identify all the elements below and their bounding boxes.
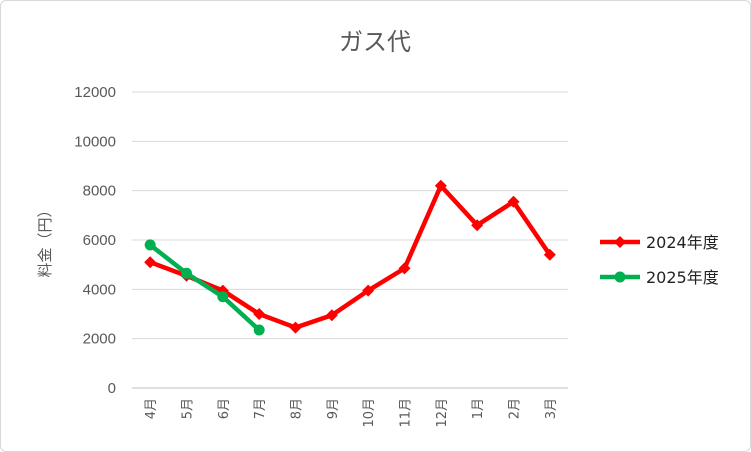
legend-item: 2024年度 [600, 233, 719, 252]
x-tick-label: 3月 [544, 398, 559, 419]
x-tick-label: 12月 [435, 398, 450, 428]
data-point [507, 195, 520, 208]
legend: 2024年度 2025年度 [600, 233, 719, 287]
x-tick-label: 8月 [290, 398, 305, 419]
x-tick-label: 2月 [508, 398, 523, 419]
x-tick-labels: 4月 5月 6月 7月 8月 9月 10月 11月 12月 1月 2月 3月 [144, 398, 559, 428]
data-point [543, 248, 556, 261]
y-tick-label: 8000 [83, 183, 116, 200]
data-point [144, 256, 157, 269]
y-tick-label: 6000 [83, 232, 116, 249]
data-point [471, 219, 484, 232]
x-tick-label: 11月 [399, 398, 414, 428]
y-tick-label: 10000 [74, 133, 116, 150]
data-point [181, 267, 192, 279]
gridlines [132, 91, 568, 389]
data-point [398, 262, 411, 275]
data-point [253, 308, 266, 320]
x-tick-label: 4月 [144, 398, 159, 419]
legend-item: 2025年度 [600, 268, 719, 287]
data-point [325, 309, 338, 322]
data-point [217, 291, 229, 303]
legend-swatch-marker [614, 236, 626, 248]
series-line [148, 243, 261, 332]
legend-label: 2024年度 [646, 233, 719, 252]
series-2 [144, 239, 265, 336]
y-axis-label: 料金（円） [36, 202, 54, 277]
data-point [434, 179, 447, 192]
series-1 [144, 179, 556, 334]
y-tick-labels: 0 2000 4000 6000 8000 10000 12000 [74, 84, 116, 397]
series-group [144, 179, 556, 336]
y-tick-label: 12000 [74, 84, 116, 101]
x-tick-label: 5月 [181, 398, 196, 419]
data-point [289, 321, 302, 334]
x-tick-label: 9月 [326, 398, 341, 419]
series-line [149, 183, 552, 330]
data-point [362, 284, 375, 297]
x-tick-label: 1月 [471, 398, 486, 419]
x-tick-label: 7月 [253, 398, 268, 419]
chart-title: ガス代 [339, 28, 411, 56]
y-tick-label: 0 [108, 380, 116, 397]
x-tick-label: 10月 [362, 398, 377, 428]
y-tick-label: 4000 [83, 281, 116, 298]
legend-swatch-marker [614, 271, 626, 283]
legend-label: 2025年度 [646, 268, 719, 287]
data-point [253, 324, 265, 336]
x-tick-label: 6月 [217, 398, 232, 419]
data-point [144, 239, 156, 251]
y-tick-label: 2000 [83, 331, 116, 348]
